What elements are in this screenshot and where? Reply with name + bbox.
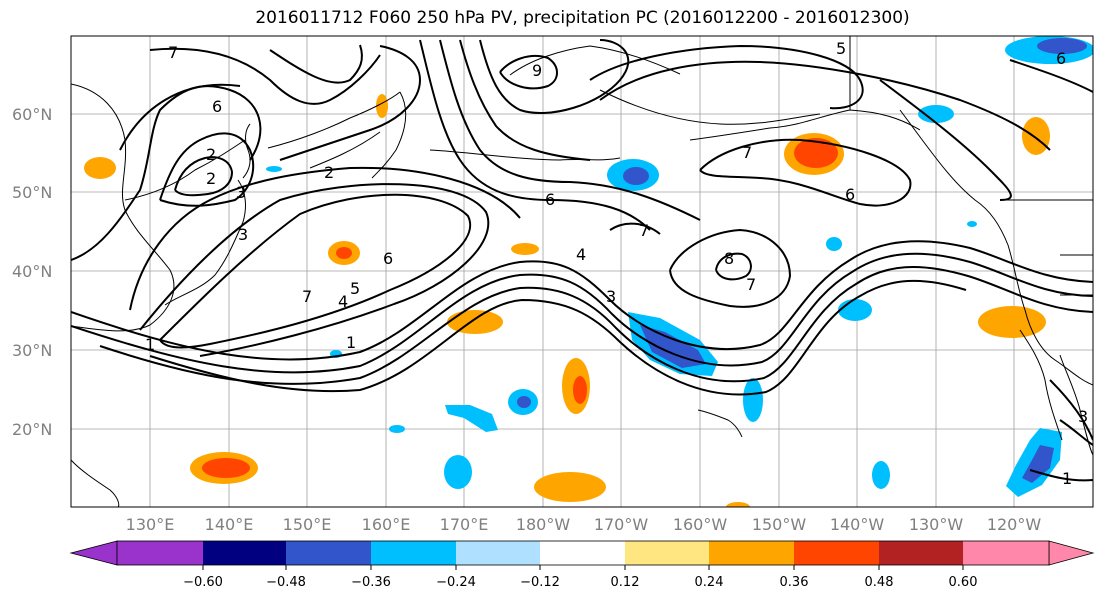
svg-text:3: 3 xyxy=(606,287,616,306)
colorbar-tick-label: 0.48 xyxy=(865,575,894,590)
lat-label-20: 20°N xyxy=(12,420,52,439)
svg-text:130°W: 130°W xyxy=(909,515,964,534)
svg-text:170°E: 170°E xyxy=(440,515,489,534)
svg-text:150°W: 150°W xyxy=(752,515,807,534)
colorbar-tick-label: 0.36 xyxy=(780,575,809,590)
svg-text:160°E: 160°E xyxy=(362,515,411,534)
colorbar-cell xyxy=(117,541,203,565)
svg-text:8: 8 xyxy=(724,249,734,268)
lat-label-30: 30°N xyxy=(12,341,52,360)
svg-text:150°E: 150°E xyxy=(283,515,332,534)
lat-label-50: 50°N xyxy=(12,183,52,202)
coastlines xyxy=(71,36,1093,507)
svg-text:7: 7 xyxy=(746,275,756,294)
svg-text:180°W: 180°W xyxy=(516,515,571,534)
svg-text:7: 7 xyxy=(742,143,752,162)
svg-text:1: 1 xyxy=(346,333,356,352)
colorbar-tick-label: −0.60 xyxy=(183,575,223,590)
svg-text:140°E: 140°E xyxy=(205,515,254,534)
colorbar-extend-low xyxy=(69,540,118,566)
svg-text:170°W: 170°W xyxy=(594,515,649,534)
svg-text:2: 2 xyxy=(206,145,216,164)
svg-text:5: 5 xyxy=(350,279,360,298)
svg-text:6: 6 xyxy=(545,190,555,209)
longitude-labels: 130°E 140°E 150°E 160°E 170°E 180°W 170°… xyxy=(126,515,1042,534)
svg-text:120°W: 120°W xyxy=(987,515,1042,534)
svg-text:7: 7 xyxy=(302,287,312,306)
colorbar-cell xyxy=(963,541,1049,565)
colorbar-cell xyxy=(371,541,456,565)
svg-text:2: 2 xyxy=(324,163,334,182)
colorbar-tick-label: −0.36 xyxy=(351,575,391,590)
colorbar-cell xyxy=(203,541,286,565)
svg-text:2: 2 xyxy=(206,169,216,188)
svg-text:3: 3 xyxy=(1078,407,1088,426)
lat-label-60: 60°N xyxy=(12,105,52,124)
colorbar: −0.60 −0.48 −0.36 −0.24 −0.12 0.12 0.24 0.36 0.4… xyxy=(69,540,1095,590)
colorbar-cell xyxy=(625,541,709,565)
pv-contours xyxy=(71,39,1093,482)
colorbar-tick-label: −0.24 xyxy=(436,575,476,590)
lat-label-40: 40°N xyxy=(12,262,52,281)
colorbar-cell xyxy=(794,541,879,565)
svg-text:6: 6 xyxy=(212,97,222,116)
svg-text:6: 6 xyxy=(1056,49,1066,68)
svg-text:3: 3 xyxy=(236,183,246,202)
svg-text:6: 6 xyxy=(845,185,855,204)
colorbar-cell xyxy=(286,541,371,565)
svg-text:9: 9 xyxy=(532,61,542,80)
svg-text:3: 3 xyxy=(238,225,248,244)
svg-text:6: 6 xyxy=(383,249,393,268)
colorbar-cell xyxy=(709,541,794,565)
colorbar-cell xyxy=(456,541,540,565)
colorbar-tick-label: 0.60 xyxy=(949,575,978,590)
colorbar-tick-label: −0.48 xyxy=(266,575,306,590)
contour-labels: 7 6 2 2 3 3 2 1 4 5 6 7 1 6 4 3 7 8 7 6 … xyxy=(145,39,1088,488)
colorbar-tick-label: 0.12 xyxy=(611,575,640,590)
svg-text:7: 7 xyxy=(168,43,178,62)
colorbar-cell xyxy=(879,541,963,565)
map-border xyxy=(70,35,1094,508)
colorbar-tick-label: 0.24 xyxy=(695,575,724,590)
svg-text:5: 5 xyxy=(836,39,846,58)
svg-text:7: 7 xyxy=(639,221,649,240)
colorbar-tick-label: −0.12 xyxy=(520,575,560,590)
svg-text:160°W: 160°W xyxy=(673,515,728,534)
svg-text:4: 4 xyxy=(338,292,348,311)
colorbar-extend-high xyxy=(1048,540,1095,566)
svg-text:1: 1 xyxy=(1062,469,1072,488)
svg-text:140°W: 140°W xyxy=(830,515,885,534)
svg-text:1: 1 xyxy=(145,335,155,354)
svg-text:130°E: 130°E xyxy=(126,515,175,534)
latitude-labels: 60°N 50°N 40°N 30°N 20°N xyxy=(12,105,52,439)
map-title: 2016011712 F060 250 hPa PV, precipitatio… xyxy=(255,8,910,28)
colorbar-cell xyxy=(540,541,625,565)
svg-text:4: 4 xyxy=(576,245,586,264)
